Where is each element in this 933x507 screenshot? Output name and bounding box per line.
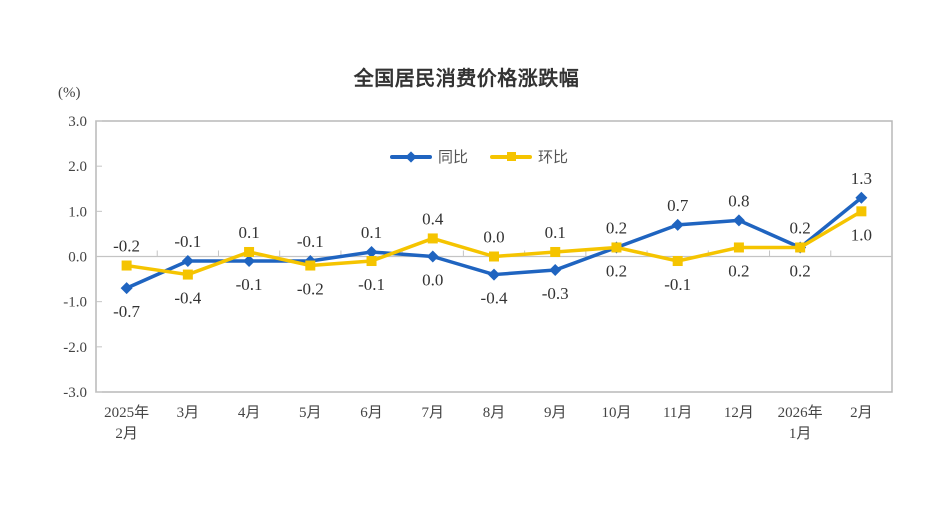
square-marker-icon: [427, 233, 438, 244]
square-marker-icon: [672, 256, 683, 267]
y-tick-label: -3.0: [63, 385, 87, 401]
legend-item-mom: 环比: [490, 146, 568, 167]
data-label: -0.7: [113, 302, 140, 321]
x-tick-label: 2026年: [778, 404, 823, 421]
x-tick-label: 3月: [177, 405, 200, 421]
square-marker-icon: [121, 260, 132, 271]
data-label: -0.1: [358, 275, 385, 294]
y-tick-label: 3.0: [68, 114, 87, 130]
x-tick-label: 11月: [663, 405, 692, 421]
data-label: 0.2: [790, 218, 811, 237]
square-marker-icon: [244, 246, 255, 257]
x-tick-label: 2月: [115, 426, 138, 442]
chart-title: 全国居民消费价格涨跌幅: [353, 66, 580, 90]
square-marker-icon: [366, 256, 377, 267]
y-tick-label: 1.0: [68, 204, 87, 220]
square-marker-icon: [489, 251, 499, 262]
diamond-marker-icon: [365, 245, 378, 258]
data-label: 1.0: [851, 225, 872, 244]
x-tick-label: 12月: [724, 405, 754, 421]
data-label: -0.2: [297, 280, 324, 299]
square-marker-icon: [856, 206, 867, 217]
data-label: -0.3: [542, 284, 569, 303]
data-label: 0.8: [728, 191, 749, 210]
data-label: 0.1: [238, 223, 259, 242]
square-marker-icon: [182, 269, 193, 280]
data-label: 1.3: [851, 169, 872, 188]
x-tick-label: 8月: [483, 405, 506, 421]
x-tick-label: 2025年: [104, 404, 149, 421]
data-label: -0.2: [113, 237, 140, 256]
data-label: 0.0: [483, 228, 504, 247]
square-marker-icon: [733, 242, 744, 253]
diamond-marker-icon: [243, 255, 256, 268]
data-label: 0.2: [606, 218, 627, 237]
y-tick-label: -1.0: [63, 295, 87, 311]
diamond-marker-icon: [426, 250, 439, 263]
x-tick-label: 6月: [360, 405, 383, 421]
legend-line-diamond-icon: [390, 150, 432, 163]
square-marker-icon: [550, 246, 561, 257]
diamond-marker-icon: [549, 264, 562, 277]
x-tick-label: 2月: [850, 405, 873, 421]
x-tick-label: 9月: [544, 405, 567, 421]
diamond-marker-icon: [671, 218, 684, 231]
legend-line-square-icon: [490, 151, 533, 161]
data-label: 0.7: [667, 196, 689, 215]
diamond-marker-icon: [488, 268, 500, 281]
data-label: -0.4: [174, 289, 201, 308]
data-label: 0.0: [422, 271, 443, 290]
y-tick-label: -2.0: [63, 340, 87, 356]
x-tick-label: 7月: [422, 405, 445, 421]
legend-item-yoy: 同比: [390, 146, 468, 167]
y-tick-label: 0.0: [68, 250, 87, 266]
data-label: -0.4: [481, 289, 508, 308]
data-label: 0.1: [361, 223, 382, 242]
data-label: 0.2: [790, 261, 811, 280]
square-marker-icon: [611, 242, 622, 253]
data-label: -0.1: [297, 232, 324, 251]
y-tick-label: 2.0: [68, 159, 87, 175]
square-marker-icon: [305, 260, 316, 271]
diamond-marker-icon: [855, 191, 868, 204]
data-label: 0.2: [728, 261, 749, 280]
legend-label-mom: 环比: [538, 148, 569, 166]
x-tick-label: 10月: [601, 405, 631, 421]
y-axis-unit-label: (%): [58, 85, 81, 101]
data-label: 0.4: [422, 209, 444, 228]
data-label: -0.1: [236, 275, 263, 294]
diamond-marker-icon: [120, 282, 133, 295]
square-marker-icon: [795, 242, 806, 253]
x-tick-label: 1月: [789, 426, 812, 442]
x-tick-label: 5月: [299, 405, 322, 421]
x-tick-label: 4月: [238, 405, 261, 421]
data-label: -0.1: [174, 232, 201, 251]
diamond-marker-icon: [732, 214, 745, 227]
data-label: -0.1: [664, 275, 691, 294]
legend-label-yoy: 同比: [438, 148, 469, 166]
data-label: 0.2: [606, 261, 627, 280]
data-label: 0.1: [545, 223, 566, 242]
legend: 同比 环比: [390, 146, 568, 167]
diamond-marker-icon: [181, 255, 194, 268]
